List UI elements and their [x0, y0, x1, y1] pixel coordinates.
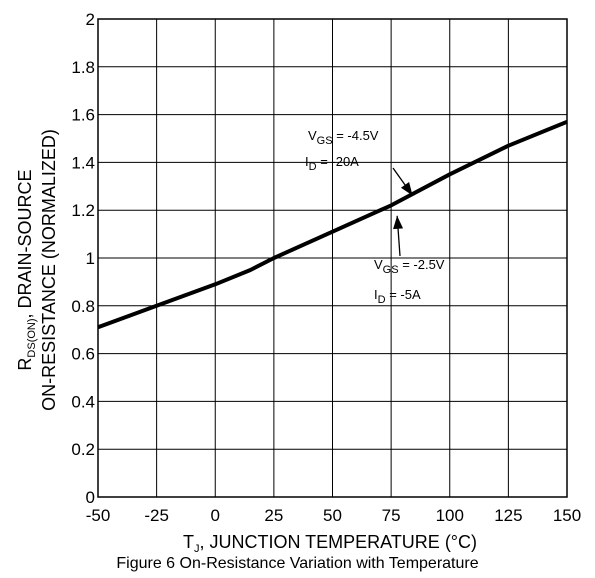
annotation-upper-vgs: VGS = -4.5V	[308, 128, 379, 147]
figure-caption: Figure 6 On-Resistance Variation with Te…	[116, 555, 479, 572]
x-tick-label: 25	[264, 506, 283, 525]
plot-frame	[97, 18, 568, 498]
annotation-upper-arrow-head	[400, 181, 413, 196]
x-tick-label: 50	[323, 506, 342, 525]
y-tick-label: 1.6	[71, 106, 95, 125]
y-tick-label: 1	[86, 249, 95, 268]
x-tick-label: -50	[86, 506, 111, 525]
y-tick-label: 0.6	[71, 345, 95, 364]
y-tick-labels: 0 0.2 0.4 0.6 0.8 1 1.2 1.4 1.6 1.8 2	[71, 10, 95, 507]
annotation-lower-arrow-head	[393, 215, 404, 230]
y-tick-label: 0.2	[71, 440, 95, 459]
y-tick-label: 1.8	[71, 58, 95, 77]
x-axis-title: TJ, JUNCTION TEMPERATURE (°C)	[183, 532, 477, 555]
y-axis-title-line1: RDS(ON), DRAIN-SOURCE	[15, 169, 38, 370]
y-tick-label: 0.8	[71, 297, 95, 316]
y-tick-label: 0.4	[71, 392, 95, 411]
series-line-0	[97, 119, 568, 330]
y-tick-label: 2	[86, 10, 95, 29]
y-axis-title-line2: ON-RESISTANCE (NORMALIZED)	[39, 129, 59, 411]
annotations: VGS = -4.5V ID = -20A VGS = -2.5V ID = -…	[305, 128, 445, 306]
y-tick-label: 1.2	[71, 201, 95, 220]
annotation-lower-vgs: VGS = -2.5V	[374, 257, 445, 276]
x-tick-label: 100	[436, 506, 464, 525]
x-tick-label: -25	[144, 506, 169, 525]
grid	[97, 18, 568, 498]
annotation-upper-id: ID = -20A	[305, 154, 359, 173]
x-tick-labels: -50 -25 0 25 50 75 100 125 150	[86, 506, 581, 525]
series-layer	[97, 119, 568, 330]
x-tick-label: 0	[211, 506, 220, 525]
y-tick-label: 0	[86, 488, 95, 507]
x-tick-label: 150	[553, 506, 581, 525]
annotation-lower-id: ID = -5A	[374, 287, 421, 306]
y-tick-label: 1.4	[71, 153, 95, 172]
x-tick-label: 75	[382, 506, 401, 525]
x-tick-label: 125	[494, 506, 522, 525]
